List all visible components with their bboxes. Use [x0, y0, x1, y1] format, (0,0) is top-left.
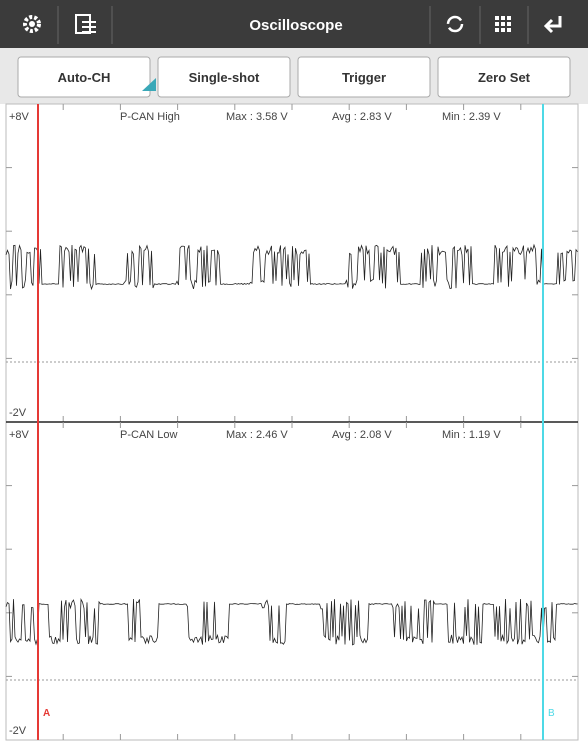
- channel-max: Max : 2.46 V: [226, 429, 288, 441]
- back-icon[interactable]: [543, 16, 562, 34]
- button-label[interactable]: Single-shot: [189, 70, 260, 85]
- channel-min: Min : 1.19 V: [442, 429, 501, 441]
- scale-bottom: -2V: [9, 407, 27, 419]
- button-label[interactable]: Trigger: [342, 70, 386, 85]
- button-label[interactable]: Auto-CH: [58, 70, 111, 85]
- button[interactable]: [297, 56, 431, 98]
- toolbar-title: Oscilloscope: [249, 17, 342, 34]
- refresh-icon[interactable]: [446, 15, 464, 33]
- scale-top: +8V: [9, 111, 30, 123]
- channel-avg: Avg : 2.83 V: [332, 111, 392, 123]
- channel-min: Min : 2.39 V: [442, 111, 501, 123]
- waveform: [5, 243, 578, 291]
- save-icon[interactable]: [75, 14, 96, 34]
- cursor-b-label: B: [548, 708, 555, 719]
- scale-top: +8V: [9, 429, 30, 441]
- button[interactable]: [17, 56, 151, 98]
- channel-avg: Avg : 2.08 V: [332, 429, 392, 441]
- channel-name: P-CAN High: [120, 111, 180, 123]
- waveform: [5, 598, 578, 646]
- scale-bottom: -2V: [9, 725, 27, 737]
- toolbar: [0, 0, 588, 48]
- grid-icon[interactable]: [495, 16, 511, 32]
- cursor-a-label: A: [43, 708, 50, 719]
- button[interactable]: [437, 56, 571, 98]
- settings-icon[interactable]: [23, 15, 41, 33]
- channel-name: P-CAN Low: [120, 429, 178, 441]
- button-label[interactable]: Zero Set: [478, 70, 531, 85]
- button[interactable]: [157, 56, 291, 98]
- dropdown-marker: [142, 78, 156, 91]
- channel-max: Max : 3.58 V: [226, 111, 288, 123]
